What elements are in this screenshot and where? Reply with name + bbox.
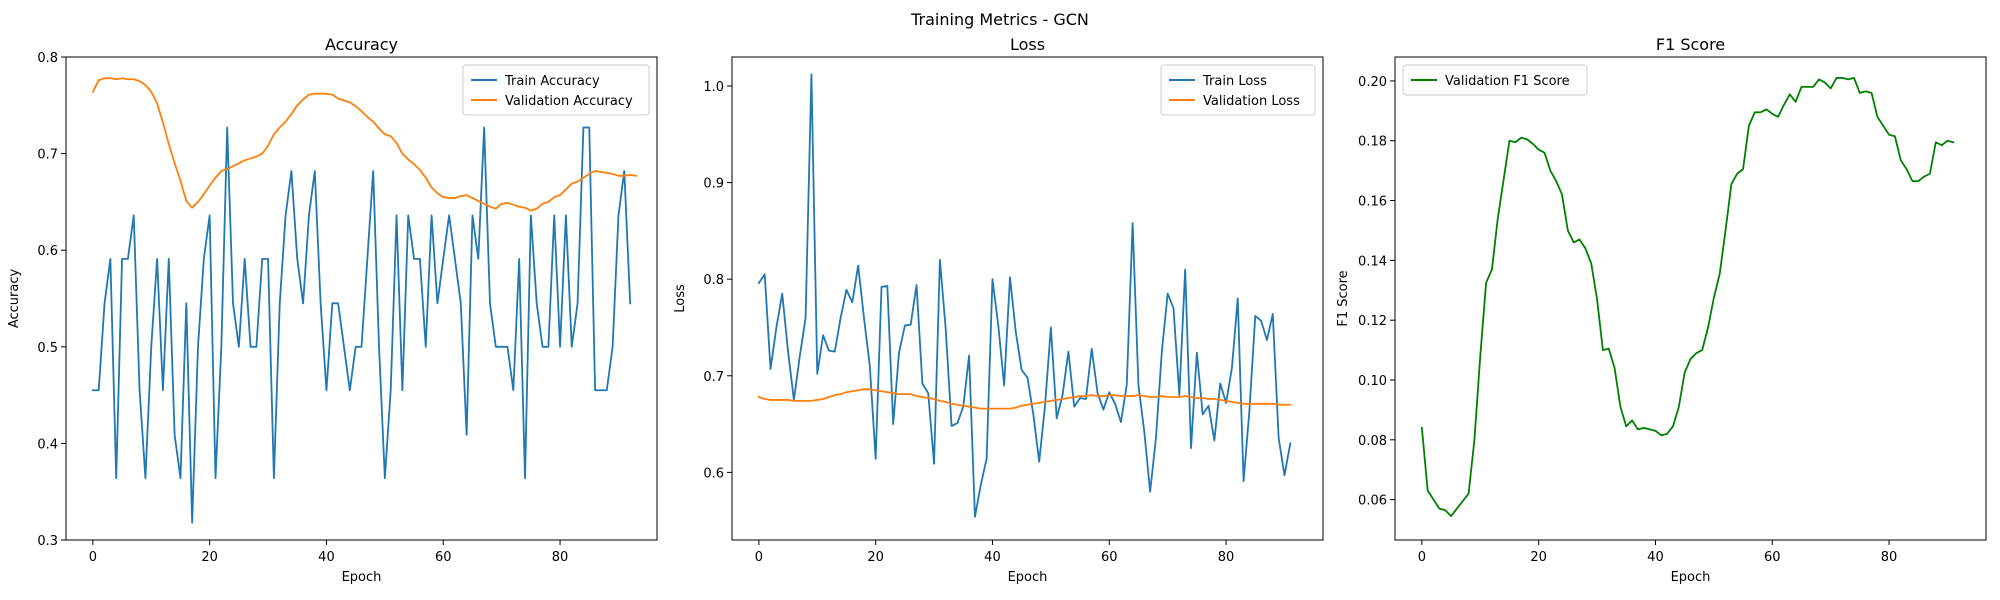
y-tick-label: 0.9: [703, 177, 724, 192]
figure-suptitle: Training Metrics - GCN: [910, 10, 1089, 29]
y-tick-label: 0.06: [1358, 494, 1387, 509]
series-line-validation-f1-score: [1420, 77, 1955, 517]
x-tick-label: 0: [755, 550, 763, 565]
series-line-validation-accuracy: [91, 77, 638, 212]
chart-panel-1: Accuracy 0 20 40 60 80 0.3 0.4 0.5 0.6 0.7 0.8 Epoch…: [7, 35, 658, 585]
x-tick-label: 80: [552, 550, 569, 565]
series-line-train-accuracy: [91, 126, 632, 524]
y-tick-label: 0.8: [37, 51, 58, 66]
chart-panel-2: Loss 0 20 40 60 80 0.6 0.7 0.8 0.9 1.0 Epoch Loss Tra…: [673, 35, 1324, 585]
y-tick-label: 0.4: [37, 437, 58, 452]
y-tick-label: 0.18: [1358, 135, 1387, 150]
plot-frame: [731, 56, 1324, 541]
legend-box: [1160, 64, 1316, 116]
plot-frame: [1394, 56, 1987, 541]
y-tick-label: 0.10: [1358, 374, 1387, 389]
y-tick-label: 0.7: [37, 148, 58, 163]
chart-panel-3: F1 Score 0 20 40 60 80 0.06 0.08 0.10 0.12 0.14 0.1…: [1336, 35, 1987, 585]
y-tick-label: 0.16: [1358, 195, 1387, 210]
legend-box: [1402, 64, 1588, 96]
legend-entry-label: Validation F1 Score: [1445, 74, 1570, 89]
legend-entry-label: Validation Loss: [1203, 94, 1300, 109]
x-tick-label: 40: [984, 550, 1001, 565]
x-tick-label: 60: [1101, 550, 1118, 565]
x-tick-label: 80: [1218, 550, 1235, 565]
x-tick-label: 60: [1764, 550, 1781, 565]
chart-title: Accuracy: [325, 35, 398, 54]
x-tick-label: 20: [1530, 550, 1547, 565]
y-axis-label: F1 Score: [1336, 270, 1351, 326]
y-axis-label: Loss: [673, 284, 688, 313]
x-tick-label: 60: [435, 550, 452, 565]
x-tick-label: 40: [1647, 550, 1664, 565]
x-axis-label: Epoch: [1008, 570, 1048, 585]
x-axis-label: Epoch: [1671, 570, 1711, 585]
y-axis-label: Accuracy: [7, 269, 22, 329]
chart-title: Loss: [1010, 35, 1045, 54]
legend-entry-label: Train Accuracy: [504, 74, 600, 89]
y-tick-label: 0.14: [1358, 254, 1387, 269]
charts-layer: Accuracy 0 20 40 60 80 0.3 0.4 0.5 0.6 0.7 0.8 Epoch…: [7, 35, 1987, 585]
y-tick-label: 0.6: [703, 466, 724, 481]
series-line-validation-loss: [757, 388, 1292, 410]
x-axis-label: Epoch: [342, 570, 382, 585]
x-tick-label: 20: [867, 550, 884, 565]
x-tick-label: 20: [201, 550, 218, 565]
legend-entry-label: Validation Accuracy: [505, 94, 633, 109]
chart-title: F1 Score: [1656, 35, 1725, 54]
y-tick-label: 1.0: [703, 80, 724, 95]
y-tick-label: 0.8: [703, 273, 724, 288]
legend: Validation F1 Score: [1402, 64, 1588, 96]
y-tick-label: 0.12: [1358, 314, 1387, 329]
y-tick-label: 0.3: [37, 534, 58, 549]
legend: Train Accuracy Validation Accuracy: [462, 64, 650, 116]
series-line-train-loss: [757, 73, 1292, 518]
x-tick-label: 80: [1881, 550, 1898, 565]
y-tick-label: 0.7: [703, 370, 724, 385]
legend: Train Loss Validation Loss: [1160, 64, 1316, 116]
legend-entry-label: Train Loss: [1202, 74, 1267, 89]
x-tick-label: 0: [89, 550, 97, 565]
y-tick-label: 0.08: [1358, 434, 1387, 449]
x-tick-label: 40: [318, 550, 335, 565]
legend-box: [462, 64, 650, 116]
plot-frame: [65, 56, 658, 541]
x-tick-label: 0: [1418, 550, 1426, 565]
y-tick-label: 0.20: [1358, 75, 1387, 90]
y-tick-label: 0.5: [37, 341, 58, 356]
y-tick-label: 0.6: [37, 244, 58, 259]
